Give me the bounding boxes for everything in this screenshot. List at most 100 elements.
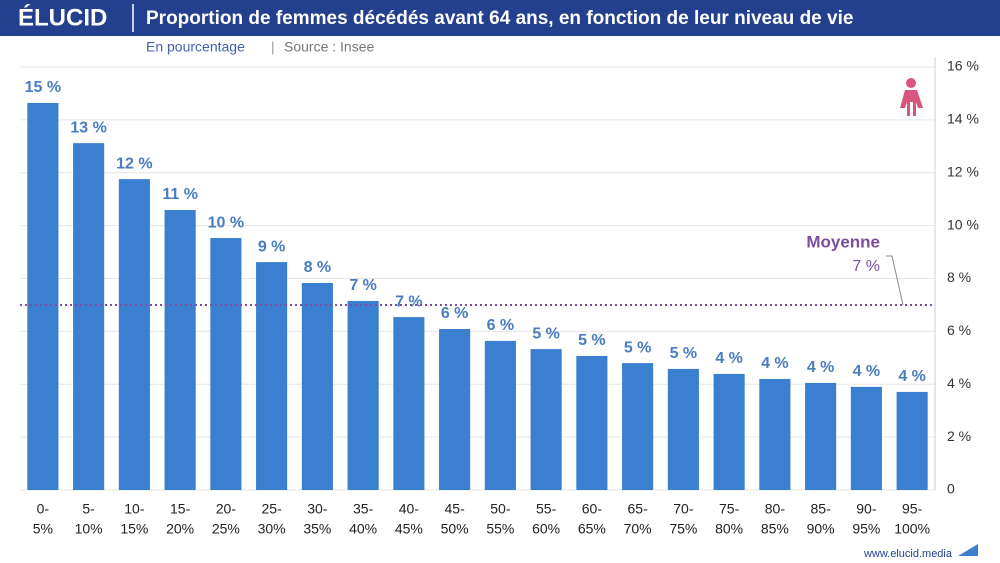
bar	[301, 282, 333, 490]
x-tick-label: 5-	[82, 501, 95, 517]
y-tick-label: 14 %	[947, 111, 979, 127]
x-tick-label: 35%	[303, 521, 331, 537]
header-bar	[0, 0, 1000, 36]
y-tick-label: 16 %	[947, 58, 979, 74]
reference-connector	[886, 255, 904, 306]
x-tick-label: 70%	[624, 521, 652, 537]
bar	[576, 355, 608, 490]
value-label: 4 %	[715, 350, 743, 367]
x-tick-label: 95%	[852, 521, 880, 537]
value-label: 12 %	[116, 155, 152, 172]
x-tick-label: 15-	[170, 501, 191, 517]
x-tick-label: 20%	[166, 521, 194, 537]
x-tick-label: 0-	[37, 501, 50, 517]
bar	[759, 378, 791, 490]
bar	[896, 391, 928, 490]
x-tick-label: 10-	[124, 501, 145, 517]
footer	[0, 547, 1000, 563]
value-label: 8 %	[304, 259, 332, 276]
reference-value-label: 7 %	[852, 258, 880, 275]
x-tick-label: 100%	[894, 521, 930, 537]
value-label: 5 %	[624, 339, 652, 356]
value-label: 4 %	[898, 368, 926, 385]
value-label: 4 %	[853, 363, 881, 380]
bar	[73, 143, 105, 490]
x-tick-label: 35-	[353, 501, 374, 517]
x-tick-label: 25%	[212, 521, 240, 537]
y-tick-label: 10 %	[947, 216, 979, 232]
value-label: 6 %	[441, 305, 469, 322]
footer-logo	[958, 544, 978, 556]
bar	[393, 317, 425, 490]
separator: |	[271, 39, 275, 55]
value-label: 5 %	[670, 345, 698, 362]
y-tick-label: 6 %	[947, 322, 971, 338]
x-tick-label: 45-	[445, 501, 466, 517]
bar	[347, 300, 379, 490]
x-tick-label: 85%	[761, 521, 789, 537]
y-tick-label: 4 %	[947, 375, 971, 391]
value-label: 5 %	[532, 325, 560, 342]
y-tick-label: 0	[947, 481, 955, 497]
x-tick-label: 60%	[532, 521, 560, 537]
x-tick-label: 30%	[258, 521, 286, 537]
x-tick-label: 40-	[399, 501, 420, 517]
x-tick-label: 10%	[75, 521, 103, 537]
value-label: 7 %	[395, 293, 423, 310]
bar	[164, 210, 196, 491]
value-label: 9 %	[258, 238, 286, 255]
value-label: 15 %	[25, 79, 61, 96]
x-tick-label: 70-	[673, 501, 694, 517]
x-tick-label: 75%	[669, 521, 697, 537]
bar	[210, 238, 242, 490]
subtitle: En pourcentage	[146, 39, 245, 55]
source: Source : Insee	[284, 39, 374, 55]
value-label: 10 %	[208, 214, 244, 231]
x-tick-label: 85-	[811, 501, 832, 517]
bar	[118, 179, 150, 490]
chart-title: Proportion de femmes décédés avant 64 an…	[146, 8, 853, 29]
x-tick-label: 5%	[33, 521, 53, 537]
value-label: 5 %	[578, 332, 606, 349]
bar	[805, 382, 837, 490]
x-tick-label: 90%	[807, 521, 835, 537]
bar	[27, 102, 59, 490]
x-tick-label: 65-	[628, 501, 649, 517]
x-tick-label: 80%	[715, 521, 743, 537]
value-label: 4 %	[761, 355, 789, 372]
value-label: 6 %	[487, 317, 515, 334]
bar	[484, 340, 516, 490]
x-tick-label: 25-	[262, 501, 283, 517]
bar	[439, 328, 471, 490]
bar	[256, 262, 288, 490]
x-tick-label: 95-	[902, 501, 923, 517]
brand: ÉLUCID	[18, 3, 107, 31]
value-label: 13 %	[70, 119, 106, 136]
x-tick-label: 30-	[307, 501, 328, 517]
bar	[850, 386, 882, 490]
x-tick-label: 45%	[395, 521, 423, 537]
reference-label: Moyenne	[806, 232, 880, 251]
x-tick-label: 50%	[441, 521, 469, 537]
x-tick-label: 55-	[536, 501, 557, 517]
x-tick-label: 15%	[120, 521, 148, 537]
x-tick-label: 20-	[216, 501, 237, 517]
bar	[530, 349, 562, 490]
x-tick-label: 65%	[578, 521, 606, 537]
bar	[622, 363, 654, 490]
footer-site: www.elucid.media	[863, 548, 953, 560]
female-icon	[900, 78, 923, 116]
value-label: 11 %	[162, 186, 198, 203]
value-label: 4 %	[807, 359, 835, 376]
y-tick-label: 8 %	[947, 269, 971, 285]
y-tick-label: 2 %	[947, 428, 971, 444]
x-tick-label: 80-	[765, 501, 786, 517]
bar	[713, 373, 745, 490]
x-tick-label: 60-	[582, 501, 603, 517]
x-tick-label: 55%	[486, 521, 514, 537]
x-tick-label: 50-	[490, 501, 511, 517]
y-tick-label: 12 %	[947, 163, 979, 179]
bar	[667, 368, 699, 490]
x-tick-label: 90-	[856, 501, 877, 517]
